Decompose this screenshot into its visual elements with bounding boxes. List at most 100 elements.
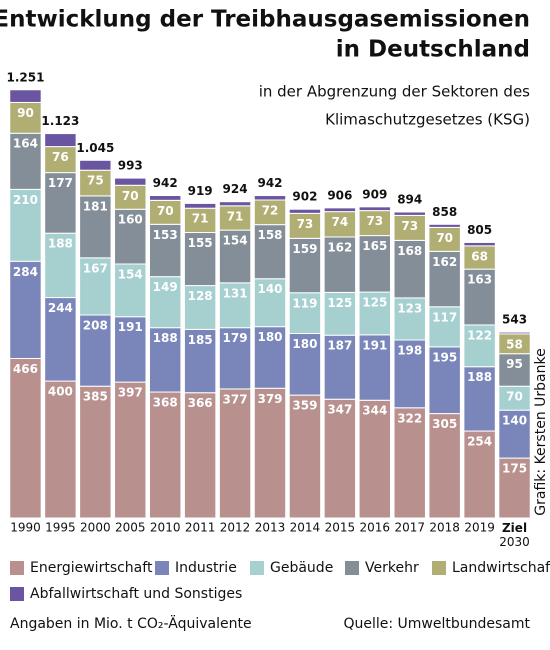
bar-segment bbox=[358, 206, 392, 212]
segment-label: 195 bbox=[432, 350, 457, 364]
segment-label: 149 bbox=[153, 280, 178, 294]
segment-label: 73 bbox=[401, 219, 418, 233]
segment-label: 117 bbox=[432, 310, 457, 324]
bar-segment bbox=[323, 211, 357, 238]
bar-segment bbox=[79, 159, 112, 171]
legend-swatch bbox=[250, 561, 264, 575]
segment-label: 153 bbox=[153, 228, 178, 242]
segment-label: 162 bbox=[432, 255, 457, 269]
segment-label: 162 bbox=[327, 240, 352, 254]
segment-label: 368 bbox=[153, 396, 178, 410]
bar-segment bbox=[463, 324, 496, 368]
bar-segment bbox=[323, 334, 357, 400]
segment-label: 140 bbox=[502, 414, 527, 428]
bar-segment bbox=[358, 291, 392, 336]
segment-label: 385 bbox=[83, 390, 108, 404]
total-label: 924 bbox=[223, 182, 248, 196]
bar-segment bbox=[218, 229, 252, 284]
segment-label: 466 bbox=[13, 362, 38, 376]
bar-segment bbox=[253, 199, 287, 226]
bar-segment bbox=[44, 133, 77, 148]
segment-label: 322 bbox=[397, 411, 422, 425]
total-label: 942 bbox=[257, 176, 282, 190]
bar-segment bbox=[183, 392, 217, 519]
legend-swatch bbox=[155, 561, 169, 575]
total-label: 902 bbox=[292, 190, 317, 204]
note: Angaben in Mio. t CO₂-Äquivalente bbox=[10, 614, 252, 632]
segment-label: 254 bbox=[467, 435, 492, 449]
bar-segment bbox=[148, 223, 182, 278]
bar-segment bbox=[114, 381, 147, 519]
segment-label: 377 bbox=[223, 392, 248, 406]
segment-label: 179 bbox=[223, 331, 248, 345]
total-label: 942 bbox=[153, 176, 178, 190]
total-label: 906 bbox=[327, 188, 352, 202]
x-tick-label: 2017 bbox=[394, 521, 425, 535]
segment-label: 70 bbox=[157, 204, 174, 218]
x-tick-label: 2016 bbox=[360, 521, 391, 535]
segment-label: 191 bbox=[118, 320, 143, 334]
segment-label: 164 bbox=[13, 137, 38, 151]
bar-segment bbox=[79, 195, 112, 259]
bar-segment bbox=[114, 316, 147, 383]
segment-label: 347 bbox=[327, 403, 352, 417]
bar-segment bbox=[393, 297, 426, 341]
bar-segment bbox=[218, 201, 252, 207]
segment-label: 119 bbox=[292, 296, 317, 310]
bar-segment bbox=[288, 332, 322, 396]
bar-segment bbox=[498, 457, 531, 519]
segment-label: 58 bbox=[506, 337, 523, 351]
segment-label: 175 bbox=[502, 462, 527, 476]
x-tick-label: 1995 bbox=[45, 521, 76, 535]
credit: Grafik: Kersten Urbanke bbox=[533, 348, 549, 515]
x-tick-label: 2005 bbox=[115, 521, 146, 535]
x-tick-label: 2018 bbox=[429, 521, 460, 535]
bar-segment bbox=[288, 394, 322, 519]
bar-segment bbox=[79, 314, 112, 387]
segment-label: 344 bbox=[362, 404, 387, 418]
bar-segment bbox=[148, 391, 182, 519]
bar-segment bbox=[114, 177, 147, 186]
segment-label: 71 bbox=[227, 209, 244, 223]
x-tick-label: 2000 bbox=[80, 521, 111, 535]
bar-segment bbox=[183, 202, 217, 209]
segment-label: 185 bbox=[188, 333, 213, 347]
total-label: 894 bbox=[397, 192, 422, 206]
legend-swatch bbox=[432, 561, 446, 575]
bar-segment bbox=[393, 214, 426, 241]
bar-segment bbox=[463, 366, 496, 432]
segment-label: 131 bbox=[223, 286, 248, 300]
bar-segment bbox=[218, 388, 252, 519]
chart-title: Entwicklung der Treibhausgasemissionen bbox=[0, 7, 530, 33]
legend-label: Abfallwirtschaft und Sonstiges bbox=[30, 586, 242, 602]
bar-segment bbox=[393, 339, 426, 409]
segment-label: 163 bbox=[467, 273, 492, 287]
segment-label: 359 bbox=[292, 399, 317, 413]
bar-segment bbox=[44, 232, 77, 299]
total-label: 858 bbox=[432, 205, 457, 219]
bar-segment bbox=[79, 385, 112, 519]
segment-label: 167 bbox=[83, 261, 108, 275]
chart-subtitle: in der Abgrenzung der Sektoren des bbox=[259, 83, 530, 101]
legend-label: Verkehr bbox=[365, 560, 419, 576]
bar-segment bbox=[288, 292, 322, 334]
segment-label: 366 bbox=[188, 396, 213, 410]
segment-label: 168 bbox=[397, 244, 422, 258]
bar-segment bbox=[498, 409, 531, 459]
segment-label: 76 bbox=[52, 150, 69, 164]
legend-label: Energiewirtschaft bbox=[30, 560, 153, 576]
segment-label: 158 bbox=[257, 228, 282, 242]
bar-segment bbox=[253, 195, 287, 201]
total-label: 543 bbox=[502, 313, 527, 327]
segment-label: 74 bbox=[332, 215, 349, 229]
bar-segment bbox=[253, 224, 287, 280]
x-tick-label: 2015 bbox=[325, 521, 356, 535]
segment-label: 154 bbox=[118, 268, 143, 282]
bar-segment bbox=[44, 146, 77, 174]
bar-segment bbox=[114, 208, 147, 265]
segment-label: 188 bbox=[153, 331, 178, 345]
segment-label: 379 bbox=[257, 392, 282, 406]
segment-label: 180 bbox=[292, 337, 317, 351]
segment-label: 165 bbox=[362, 239, 387, 253]
bar-segment bbox=[44, 297, 77, 382]
